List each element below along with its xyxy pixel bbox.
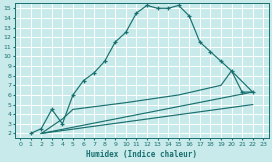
X-axis label: Humidex (Indice chaleur): Humidex (Indice chaleur) xyxy=(86,150,197,159)
